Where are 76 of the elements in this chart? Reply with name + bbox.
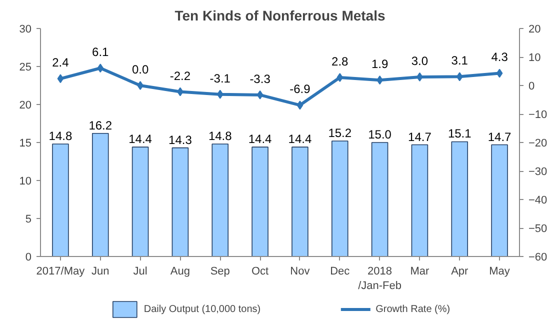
data-label: 14.4 xyxy=(248,132,272,146)
y2-tick-label: −40 xyxy=(528,194,548,206)
point xyxy=(137,81,144,90)
x-tick-label: Mar xyxy=(410,266,430,278)
x-tick-label: Nov xyxy=(290,266,310,278)
chart-title: Ten Kinds of Nonferrous Metals xyxy=(174,8,386,24)
bar xyxy=(371,142,388,256)
data-label: 15.2 xyxy=(328,126,352,140)
data-label: 4.3 xyxy=(491,50,508,64)
data-label: 16.2 xyxy=(88,118,112,132)
data-label: 0.0 xyxy=(132,62,149,76)
y2-tick-label: −30 xyxy=(528,166,548,178)
x-tick-label: Sep xyxy=(210,266,230,278)
y2-tick-label: −10 xyxy=(528,109,548,121)
y-tick-label: 25 xyxy=(19,62,32,74)
y2-tick-label: 0 xyxy=(528,80,535,92)
point xyxy=(496,68,503,78)
data-label: 15.0 xyxy=(368,128,392,142)
data-label: 14.3 xyxy=(168,132,192,147)
bar xyxy=(451,141,468,256)
bar xyxy=(252,146,268,256)
x-tick-label: 2018 /Jan-Feb xyxy=(358,266,402,292)
point xyxy=(456,72,463,82)
data-label: 14.7 xyxy=(408,130,432,144)
data-label: 14.7 xyxy=(488,130,512,144)
x-tick-label: Jun xyxy=(92,266,110,278)
y2-tick-label: −50 xyxy=(528,223,548,235)
x-tick-label: Oct xyxy=(251,266,269,278)
data-label: 14.4 xyxy=(288,132,312,146)
point xyxy=(57,74,64,84)
x-tick-label: Apr xyxy=(451,266,469,278)
y2-tick-label: −20 xyxy=(528,138,548,150)
bar xyxy=(331,140,348,256)
x-tick-label: Dec xyxy=(330,266,350,278)
data-label: 14.4 xyxy=(128,132,152,146)
legend-label: Growth Rate (%) xyxy=(376,304,450,314)
y-tick-label: 10 xyxy=(19,176,32,188)
y-tick-label: 30 xyxy=(19,24,32,36)
y-tick-label: 20 xyxy=(19,100,32,112)
x-tick-label: May xyxy=(489,266,510,278)
data-label: -2.2 xyxy=(170,68,191,83)
data-label: 2.4 xyxy=(52,56,70,70)
bar xyxy=(411,144,428,256)
data-label: 2.8 xyxy=(332,54,349,69)
legend-label: Daily Output (10,000 tons) xyxy=(144,304,261,314)
bar xyxy=(212,144,229,256)
x-tick-label: 2017/May xyxy=(36,266,86,278)
bar xyxy=(292,146,308,256)
x-tick-label: Aug xyxy=(170,266,190,278)
point xyxy=(256,90,264,100)
point xyxy=(97,64,104,73)
data-label: 3.1 xyxy=(451,54,468,68)
y-tick-label: 15 xyxy=(19,138,32,150)
point xyxy=(216,90,224,99)
bar xyxy=(491,144,508,256)
data-label: 6.1 xyxy=(92,45,110,60)
y-tick-label: 5 xyxy=(25,214,32,226)
data-label: -3.1 xyxy=(210,71,231,86)
data-label: -3.3 xyxy=(250,72,271,86)
x-tick-label: Jul xyxy=(133,266,148,278)
data-label: 15.1 xyxy=(448,126,472,141)
bar xyxy=(92,132,109,256)
data-label: 14.8 xyxy=(48,129,72,144)
bar xyxy=(172,147,189,256)
data-label: 14.8 xyxy=(208,129,232,144)
data-label: 1.9 xyxy=(371,57,388,72)
point xyxy=(336,73,344,82)
y2-tick-label: −60 xyxy=(528,252,548,264)
bar xyxy=(132,146,149,256)
data-label: 3.0 xyxy=(411,54,428,68)
bar xyxy=(52,144,69,256)
y2-tick-label: 10 xyxy=(528,52,541,64)
point xyxy=(296,100,304,110)
y2-tick-label: 20 xyxy=(528,24,541,36)
y-tick-label: 0 xyxy=(25,252,32,264)
data-label: -6.9 xyxy=(290,82,311,96)
